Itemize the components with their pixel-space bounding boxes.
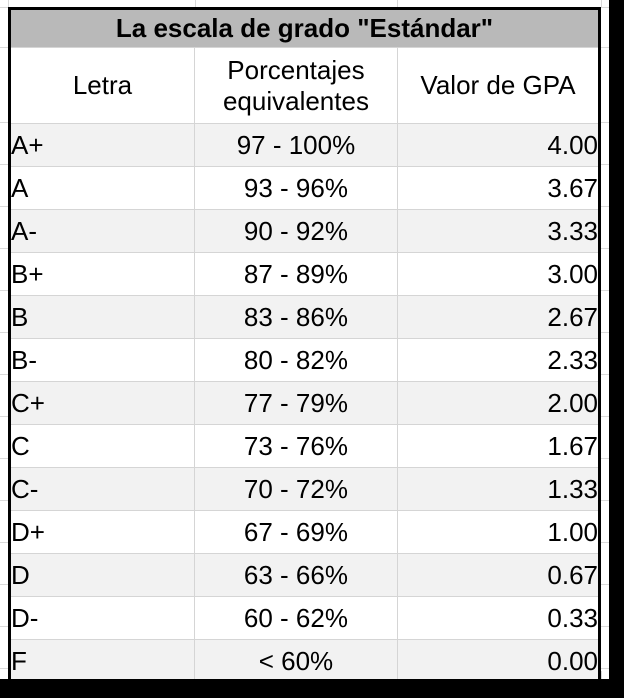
cell-letter[interactable]: C bbox=[9, 424, 195, 468]
title-row: La escala de grado "Estándar" bbox=[9, 8, 600, 48]
cell-letter[interactable]: B+ bbox=[9, 252, 195, 296]
cell-letter[interactable]: A- bbox=[9, 209, 195, 253]
cell-letter[interactable]: A bbox=[9, 166, 195, 210]
cell-percent[interactable]: 87 - 89% bbox=[193, 252, 398, 296]
table-row: C- 70 - 72% 1.33 bbox=[9, 467, 601, 511]
background-right-strip bbox=[609, 0, 624, 698]
cell-letter[interactable]: B bbox=[9, 295, 195, 339]
cell-percent[interactable]: 80 - 82% bbox=[193, 338, 398, 382]
cell-gpa[interactable]: 3.33 bbox=[396, 209, 601, 253]
table-row: D+ 67 - 69% 1.00 bbox=[9, 510, 601, 554]
cell-percent[interactable]: 73 - 76% bbox=[193, 424, 398, 468]
grade-scale-table: La escala de grado "Estándar" Letra Porc… bbox=[8, 7, 601, 685]
table-row: B+ 87 - 89% 3.00 bbox=[9, 252, 601, 296]
cell-gpa[interactable]: 0.67 bbox=[396, 553, 601, 597]
spreadsheet-canvas: La escala de grado "Estándar" Letra Porc… bbox=[0, 0, 609, 685]
cell-percent[interactable]: 93 - 96% bbox=[193, 166, 398, 210]
cell-gpa[interactable]: 1.67 bbox=[396, 424, 601, 468]
table-row: B 83 - 86% 2.67 bbox=[9, 295, 601, 339]
cell-letter[interactable]: F bbox=[9, 639, 195, 684]
cell-percent[interactable]: 83 - 86% bbox=[193, 295, 398, 339]
cell-gpa[interactable]: 0.33 bbox=[396, 596, 601, 640]
cell-gpa[interactable]: 2.67 bbox=[396, 295, 601, 339]
cell-percent[interactable]: 63 - 66% bbox=[193, 553, 398, 597]
cell-letter[interactable]: B- bbox=[9, 338, 195, 382]
header-cell-gpa[interactable]: Valor de GPA bbox=[396, 47, 601, 124]
table-row: B- 80 - 82% 2.33 bbox=[9, 338, 601, 382]
cell-gpa[interactable]: 4.00 bbox=[396, 123, 601, 167]
cell-letter[interactable]: D+ bbox=[9, 510, 195, 554]
cell-percent[interactable]: 67 - 69% bbox=[193, 510, 398, 554]
cell-letter[interactable]: D- bbox=[9, 596, 195, 640]
table-row: A- 90 - 92% 3.33 bbox=[9, 209, 601, 253]
header-cell-percent[interactable]: Porcentajes equivalentes bbox=[193, 47, 398, 124]
table-row: D- 60 - 62% 0.33 bbox=[9, 596, 601, 640]
cell-percent[interactable]: 97 - 100% bbox=[193, 123, 398, 167]
cell-percent[interactable]: 77 - 79% bbox=[193, 381, 398, 425]
header-row: Letra Porcentajes equivalentes Valor de … bbox=[9, 47, 601, 124]
table-row: A+ 97 - 100% 4.00 bbox=[9, 123, 601, 167]
cell-percent[interactable]: 70 - 72% bbox=[193, 467, 398, 511]
cell-percent[interactable]: 90 - 92% bbox=[193, 209, 398, 253]
cell-letter[interactable]: A+ bbox=[9, 123, 195, 167]
cell-gpa[interactable]: 2.33 bbox=[396, 338, 601, 382]
table-row: F < 60% 0.00 bbox=[9, 639, 601, 684]
cell-gpa[interactable]: 1.33 bbox=[396, 467, 601, 511]
cell-gpa[interactable]: 2.00 bbox=[396, 381, 601, 425]
header-cell-letter[interactable]: Letra bbox=[9, 47, 195, 124]
cell-percent[interactable]: < 60% bbox=[193, 639, 398, 684]
cell-percent[interactable]: 60 - 62% bbox=[193, 596, 398, 640]
table-row: C+ 77 - 79% 2.00 bbox=[9, 381, 601, 425]
cell-letter[interactable]: D bbox=[9, 553, 195, 597]
table-row: A 93 - 96% 3.67 bbox=[9, 166, 601, 210]
cell-gpa[interactable]: 1.00 bbox=[396, 510, 601, 554]
table-title-cell[interactable]: La escala de grado "Estándar" bbox=[9, 8, 600, 48]
background-bottom-strip bbox=[0, 679, 624, 698]
table-row: C 73 - 76% 1.67 bbox=[9, 424, 601, 468]
cell-gpa[interactable]: 3.67 bbox=[396, 166, 601, 210]
cell-letter[interactable]: C- bbox=[9, 467, 195, 511]
table-row: D 63 - 66% 0.67 bbox=[9, 553, 601, 597]
cell-gpa[interactable]: 0.00 bbox=[396, 639, 601, 684]
cell-gpa[interactable]: 3.00 bbox=[396, 252, 601, 296]
cell-letter[interactable]: C+ bbox=[9, 381, 195, 425]
